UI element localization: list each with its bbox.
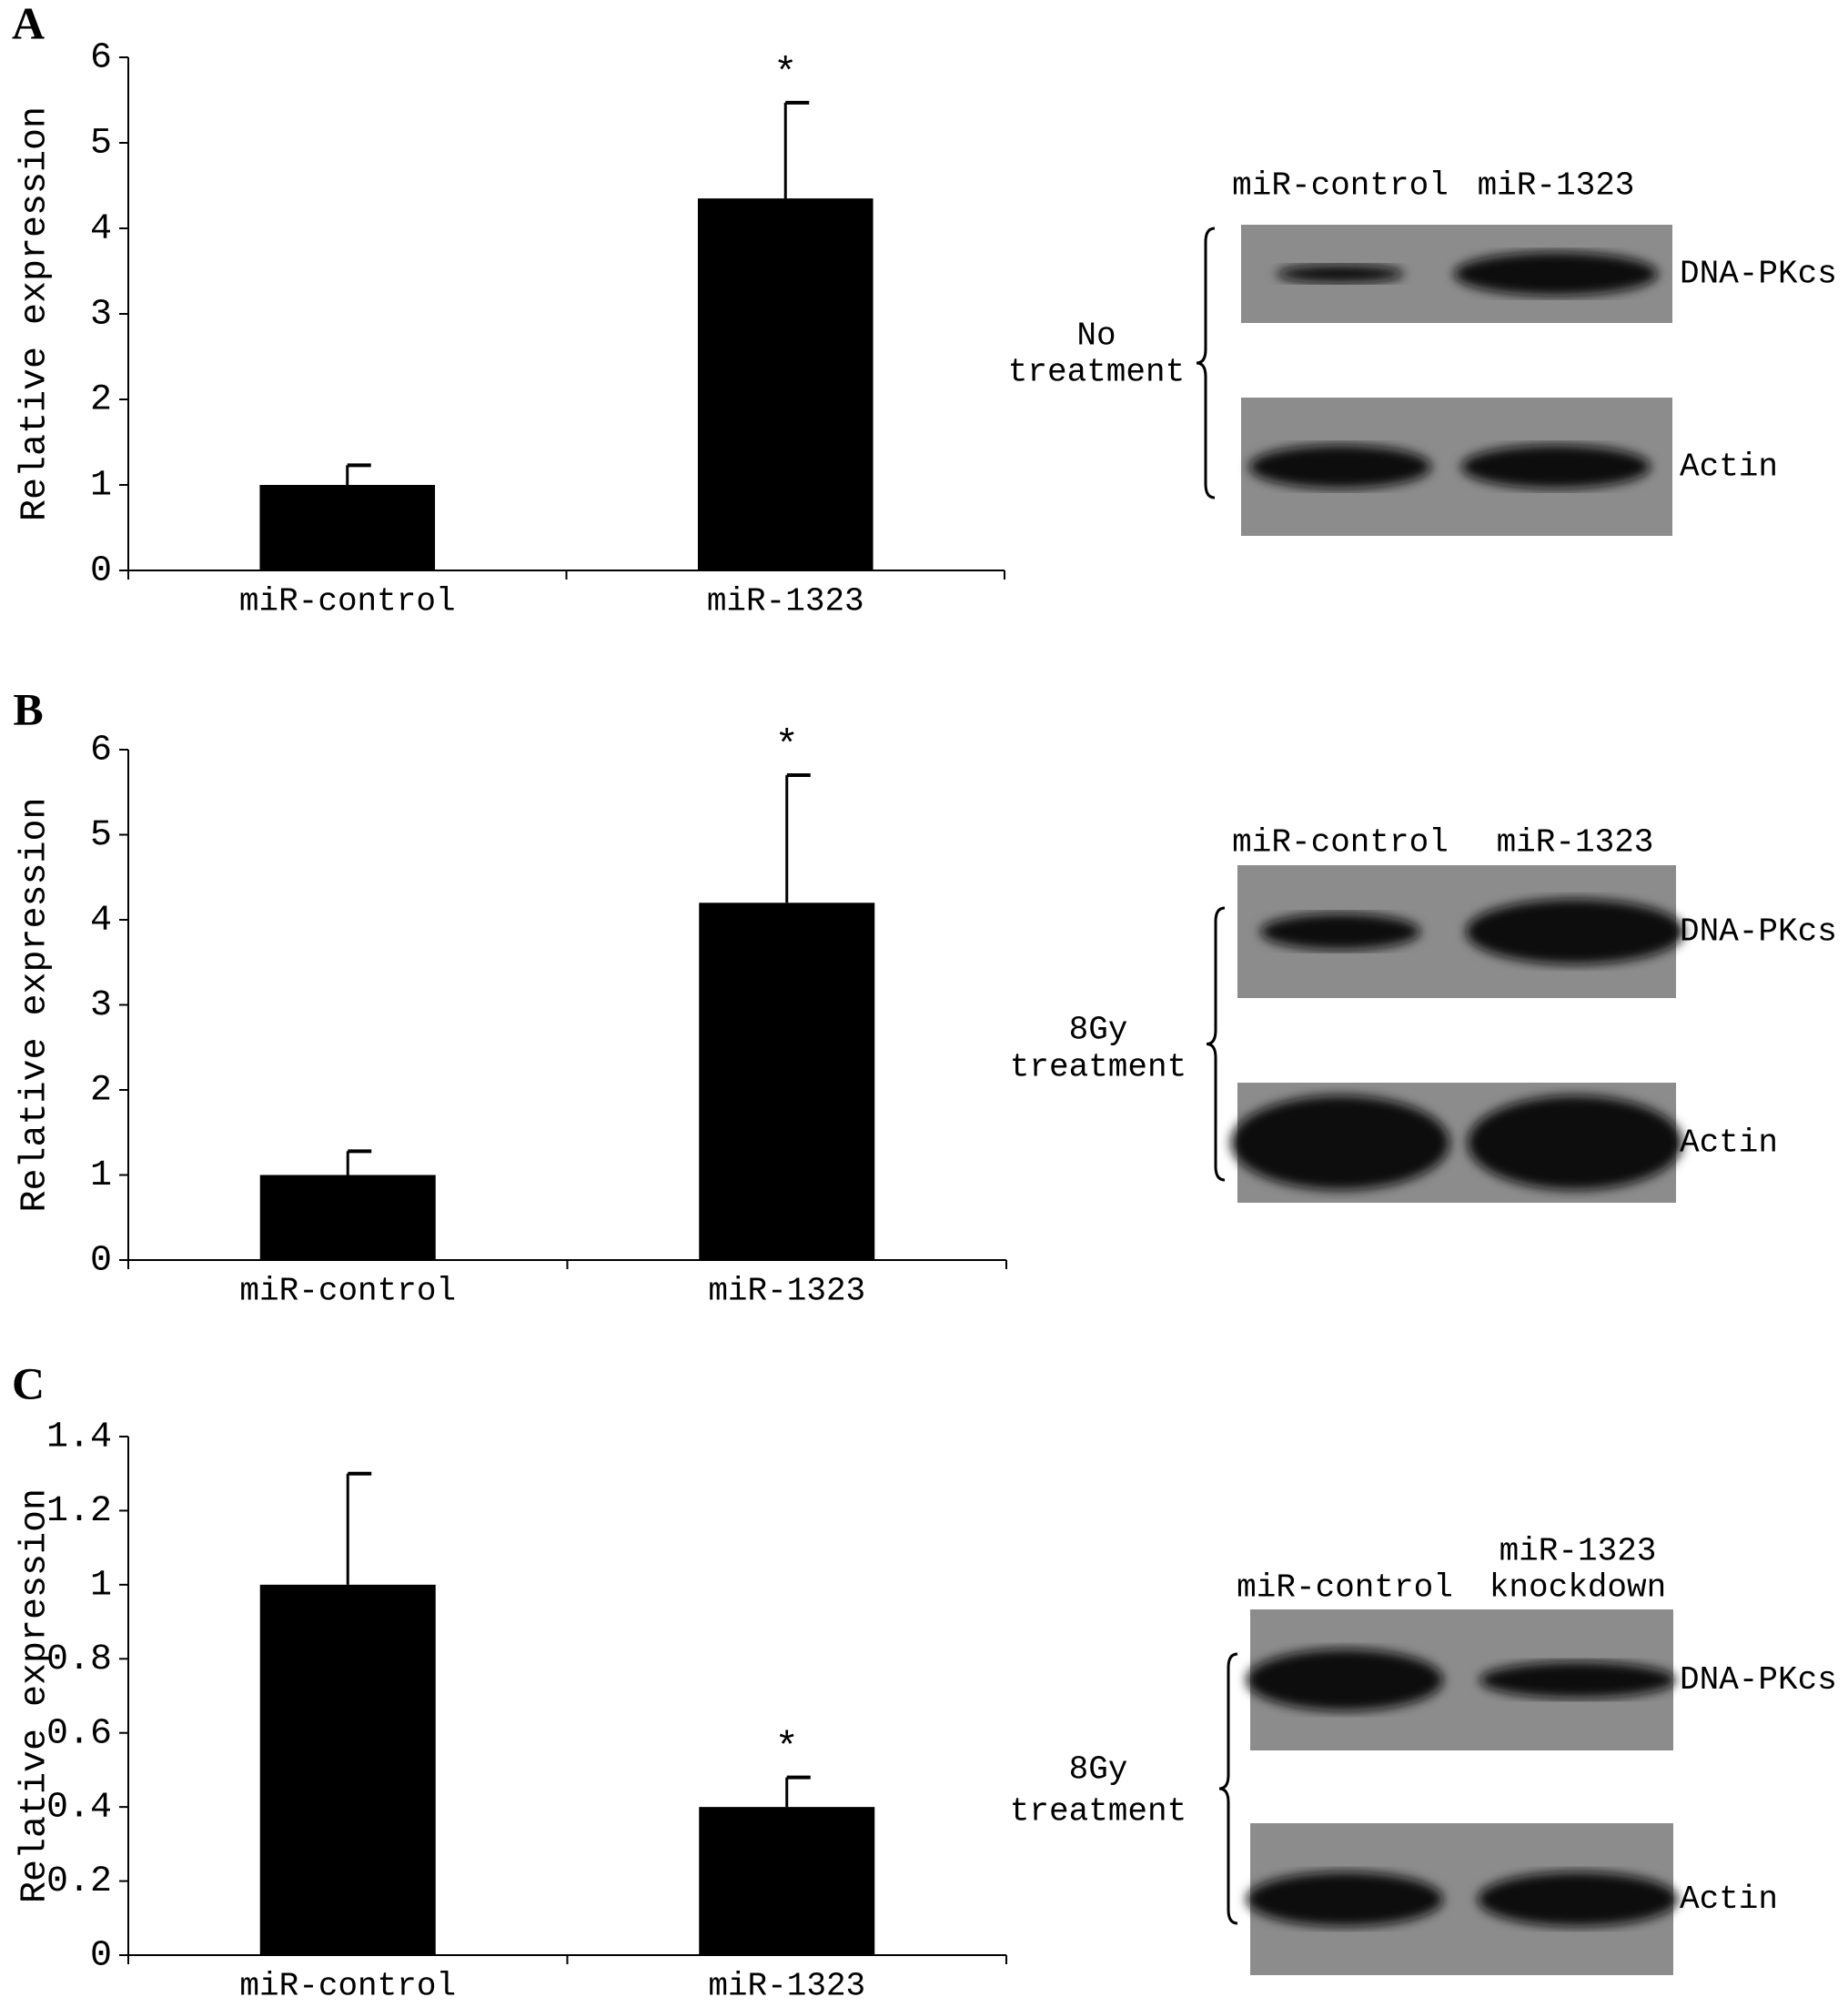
bar	[699, 903, 875, 1260]
blot-band	[1478, 1871, 1678, 1927]
x-tick-label: miR-1323	[708, 1968, 865, 2005]
treatment-label: treatment	[1010, 1793, 1187, 1831]
band-label: DNA-PKcs	[1680, 913, 1837, 951]
blot-band	[1277, 265, 1404, 283]
band-label: DNA-PKcs	[1680, 256, 1837, 293]
treatment-label: 8Gy	[1069, 1012, 1128, 1049]
bar	[259, 485, 436, 570]
blot-band	[1454, 252, 1658, 296]
lane-label: miR-control	[1232, 824, 1449, 862]
blot-band	[1479, 1661, 1676, 1699]
y-tick-label: 1	[90, 1155, 112, 1196]
blot-band	[1231, 1095, 1449, 1190]
treatment-label: treatment	[1010, 1049, 1187, 1086]
band-label: Actin	[1680, 449, 1778, 486]
band-label: Actin	[1680, 1881, 1778, 1918]
blot-band	[1461, 445, 1651, 489]
bar	[259, 1175, 436, 1260]
blot-band	[1249, 445, 1431, 489]
lane-label: knockdown	[1490, 1569, 1666, 1607]
x-tick-label: miR-control	[239, 1273, 456, 1310]
x-tick-label: miR-control	[239, 583, 456, 620]
bar	[259, 1584, 436, 1955]
y-tick-label: 5	[90, 815, 112, 856]
y-tick-label: 0	[90, 1936, 112, 1977]
lane-label: miR-1323	[1478, 167, 1635, 205]
x-tick-label: miR-1323	[708, 1273, 865, 1310]
panel-label: B	[13, 683, 43, 734]
y-tick-label: 6	[90, 38, 112, 79]
y-tick-label: 4	[90, 901, 112, 942]
y-tick-label: 0	[90, 1241, 112, 1282]
y-tick-label: 1.2	[46, 1491, 112, 1532]
blot-band	[1260, 913, 1420, 950]
band-label: DNA-PKcs	[1680, 1661, 1837, 1699]
y-tick-label: 0	[90, 551, 112, 592]
y-axis-title: Relative expression	[15, 797, 56, 1212]
blot-band	[1468, 1095, 1682, 1190]
y-tick-label: 0.2	[46, 1861, 112, 1902]
y-tick-label: 0.6	[46, 1713, 112, 1754]
lane-label: miR-control	[1232, 167, 1449, 205]
x-tick-label: miR-1323	[707, 583, 864, 620]
y-tick-label: 2	[90, 1071, 112, 1112]
y-tick-label: 3	[90, 295, 112, 336]
y-tick-label: 5	[90, 124, 112, 165]
brace	[1196, 227, 1216, 499]
panel-label: C	[12, 1357, 45, 1408]
y-tick-label: 1	[90, 1565, 112, 1606]
y-tick-label: 6	[90, 731, 112, 772]
y-tick-label: 0.8	[46, 1639, 112, 1680]
brace	[1206, 906, 1226, 1182]
bar	[697, 198, 874, 570]
y-tick-label: 1	[90, 466, 112, 507]
y-tick-label: 4	[90, 209, 112, 250]
blot-band	[1466, 899, 1684, 964]
lane-label: miR-1323	[1497, 824, 1654, 862]
band-label: Actin	[1680, 1125, 1778, 1162]
y-tick-label: 0.4	[46, 1788, 112, 1829]
blot-band	[1247, 1649, 1443, 1711]
y-tick-label: 1.4	[46, 1417, 112, 1458]
x-tick-label: miR-control	[239, 1968, 456, 2005]
y-tick-label: 3	[90, 985, 112, 1026]
bar	[699, 1807, 875, 1955]
panel-label: A	[12, 0, 45, 48]
treatment-label: 8Gy	[1069, 1751, 1128, 1789]
significance-mark: *	[775, 1726, 799, 1771]
treatment-label: treatment	[1008, 354, 1185, 391]
significance-mark: *	[775, 724, 799, 770]
y-axis-title: Relative expression	[15, 106, 56, 521]
lane-label: miR-1323	[1500, 1533, 1657, 1570]
significance-mark: *	[773, 51, 797, 96]
treatment-label: No	[1076, 318, 1116, 355]
blot-band	[1247, 1871, 1443, 1927]
brace	[1218, 1652, 1238, 1925]
y-axis-title: Relative expression	[15, 1488, 56, 1903]
y-tick-label: 2	[90, 380, 112, 421]
lane-label: miR-control	[1237, 1569, 1453, 1607]
